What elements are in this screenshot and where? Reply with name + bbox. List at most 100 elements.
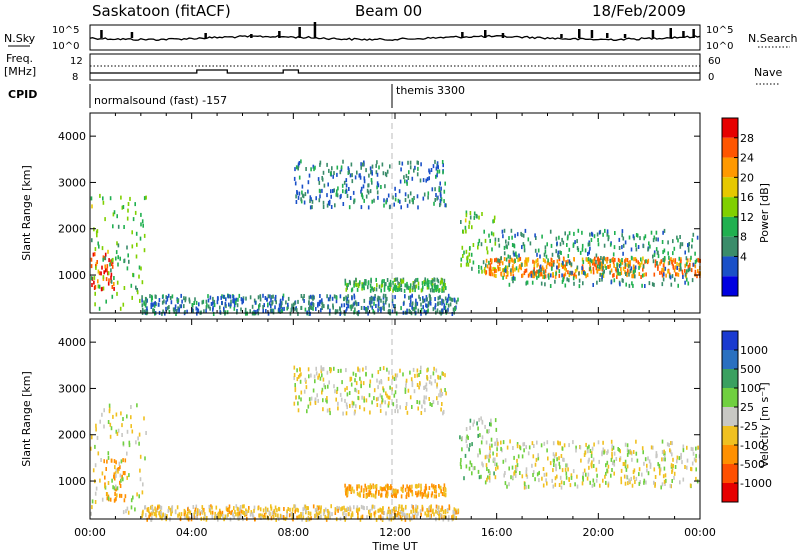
scatter-cell [336, 193, 339, 198]
scatter-cell [478, 215, 480, 220]
scatter-cell [314, 514, 316, 518]
scatter-cell [575, 445, 577, 450]
scatter-cell [323, 183, 326, 188]
scatter-cell [648, 281, 651, 286]
scatter-cell [347, 489, 349, 494]
scatter-cell [444, 283, 446, 287]
scatter-cell [425, 486, 428, 491]
scatter-cell [413, 389, 416, 394]
scatter-cell [535, 236, 537, 240]
scatter-cell [397, 507, 400, 511]
scatter-cell [407, 489, 410, 494]
scatter-cell [565, 475, 568, 480]
scatter-cell [400, 283, 403, 288]
scatter-cell [97, 451, 100, 456]
scatter-cell [698, 271, 700, 276]
scatter-cell [418, 373, 420, 377]
scatter-cell [348, 169, 350, 174]
scatter-cell [582, 270, 585, 275]
scatter-cell [411, 504, 413, 509]
scatter-cell [560, 454, 563, 458]
scatter-cell [450, 297, 453, 302]
scatter-cell [365, 281, 367, 286]
scatter-cell [663, 479, 666, 484]
scatter-cell [365, 279, 367, 284]
scatter-cell [599, 265, 601, 270]
scatter-cell [648, 241, 650, 246]
scatter-cell [412, 200, 414, 205]
colorbar-tick-label: 12 [740, 211, 754, 224]
colorbar-tick-label: -25 [740, 420, 758, 433]
scatter-cell [647, 247, 649, 252]
scatter-cell [617, 257, 620, 262]
scatter-cell [488, 458, 490, 463]
scatter-cell [510, 272, 512, 276]
scatter-cell [115, 473, 117, 478]
scatter-cell [205, 308, 207, 313]
scatter-cell [640, 275, 642, 279]
scatter-cell [689, 483, 692, 488]
scatter-cell [411, 305, 413, 310]
scatter-cell [637, 260, 639, 265]
scatter-cell [671, 260, 673, 264]
scatter-cell [363, 298, 366, 303]
scatter-cell [321, 176, 323, 180]
nsky-tick-top: 10^5 [52, 25, 79, 36]
scatter-cell [382, 293, 385, 298]
scatter-cell [636, 458, 639, 463]
scatter-cell [545, 254, 548, 259]
scatter-cell [468, 252, 471, 257]
scatter-cell [611, 468, 613, 472]
scatter-cell [259, 303, 261, 308]
scatter-cell [663, 248, 666, 253]
scatter-cell [549, 262, 552, 266]
nsky-spike [623, 34, 627, 38]
scatter-cell [189, 510, 191, 515]
nave-tick-top: 60 [708, 56, 721, 67]
scatter-cell [320, 308, 322, 313]
scatter-cell [489, 443, 491, 448]
scatter-cell [559, 242, 562, 247]
scatter-cell [297, 401, 299, 406]
scatter-cell [524, 228, 527, 233]
scatter-cell [94, 285, 97, 289]
scatter-cell [135, 231, 138, 236]
scatter-cell [424, 511, 426, 516]
scatter-cell [345, 178, 348, 183]
scatter-cell [624, 262, 627, 267]
scatter-cell [494, 241, 497, 246]
scatter-cell [209, 306, 211, 311]
scatter-cell [300, 199, 303, 204]
date-title: 18/Feb/2009 [592, 2, 686, 20]
scatter-cell [99, 478, 101, 483]
scatter-cell [390, 514, 393, 519]
scatter-cell [464, 218, 467, 223]
scatter-cell [521, 245, 523, 250]
scatter-cell [500, 272, 503, 277]
scatter-cell [484, 424, 486, 429]
scatter-cell [141, 303, 144, 308]
scatter-cell [527, 258, 529, 263]
scatter-cell [377, 183, 380, 188]
scatter-cell [141, 219, 144, 224]
scatter-cell [597, 267, 600, 271]
scatter-cell [369, 383, 371, 388]
scatter-cell [370, 279, 372, 284]
scatter-cell [413, 515, 415, 519]
scatter-cell [366, 308, 369, 312]
scatter-cell [460, 465, 462, 470]
scatter-cell [383, 486, 386, 491]
scatter-cell [405, 378, 408, 383]
scatter-cell [543, 275, 546, 280]
scatter-cell [343, 505, 345, 510]
scatter-cell [270, 298, 272, 303]
scatter-cell [391, 375, 394, 380]
scatter-cell [343, 180, 346, 185]
scatter-cell [279, 307, 281, 312]
scatter-cell [119, 484, 122, 488]
scatter-cell [434, 282, 436, 287]
scatter-cell [179, 304, 181, 309]
scatter-cell [495, 462, 498, 467]
scatter-cell [431, 491, 434, 496]
scatter-cell [204, 514, 207, 519]
